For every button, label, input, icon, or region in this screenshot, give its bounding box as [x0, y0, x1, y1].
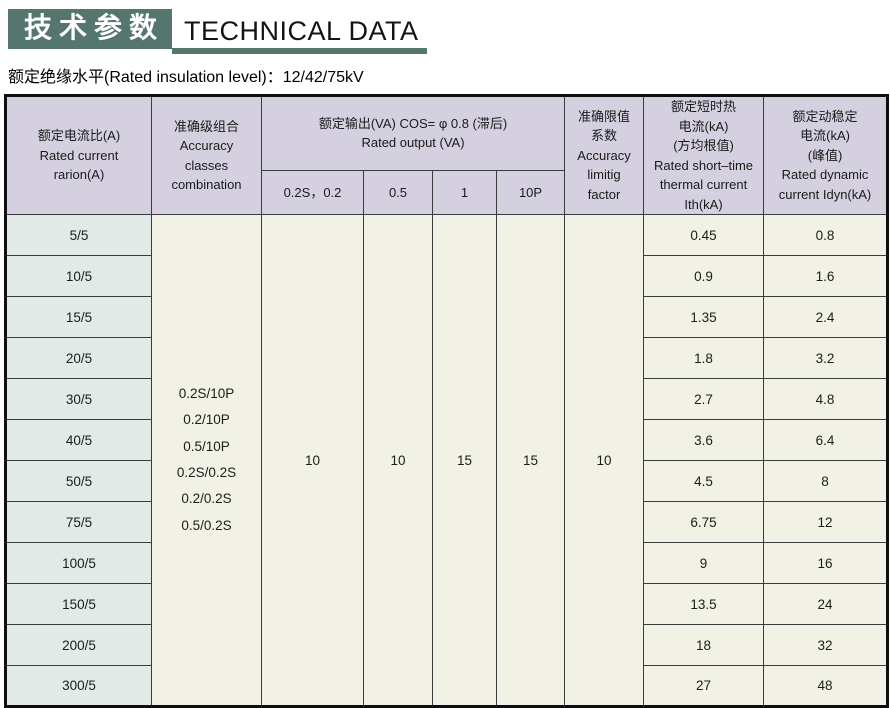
table-row: 5/5 0.2S/10P 0.2/10P 0.5/10P 0.2S/0.2S 0… [5, 214, 889, 707]
header-subcol-1: 1 [432, 169, 497, 215]
thermal-current-cell: 0.9 [643, 255, 765, 297]
dynamic-current-cell: 3.2 [763, 337, 889, 379]
header-row-1: 额定电流比(A) Rated current rarion(A) 准确级组合 A… [5, 95, 889, 215]
table-row: 100/5 9 16 [5, 542, 889, 584]
rated-current-ratio-cell: 300/5 [5, 665, 152, 707]
header-accuracy-classes: 准确级组合 Accuracy classes combination [151, 95, 262, 215]
page-title-en: TECHNICAL DATA [172, 16, 427, 54]
dynamic-current-cell: 48 [763, 665, 889, 707]
dynamic-current-cell: 16 [763, 542, 889, 584]
thermal-current-cell: 3.6 [643, 419, 765, 461]
rated-current-ratio-cell: 40/5 [5, 419, 152, 461]
table-row: 20/5 1.8 3.2 [5, 337, 889, 379]
technical-data-table: 额定电流比(A) Rated current rarion(A) 准确级组合 A… [4, 94, 890, 708]
header-subcol-10p: 10P [495, 169, 566, 215]
header-subcol-0-5: 0.5 [363, 169, 433, 215]
header-subcol-0-2s-0-2: 0.2S，0.2 [261, 169, 364, 215]
accuracy-combinations-cell: 0.2S/10P 0.2/10P 0.5/10P 0.2S/0.2S 0.2/0… [151, 214, 262, 707]
dynamic-current-cell: 1.6 [763, 255, 889, 297]
thermal-current-cell: 1.35 [643, 296, 765, 338]
accuracy-limit-value-cell: 10 [564, 214, 645, 707]
dynamic-current-cell: 12 [763, 501, 889, 543]
table-row: 300/5 27 48 [5, 665, 889, 707]
output-value-1: 15 [432, 214, 497, 707]
thermal-current-cell: 1.8 [643, 337, 765, 379]
rated-current-ratio-cell: 10/5 [5, 255, 152, 297]
table-row: 50/5 4.5 8 [5, 460, 889, 502]
rated-current-ratio-cell: 20/5 [5, 337, 152, 379]
rated-current-ratio-cell: 5/5 [5, 214, 152, 256]
output-value-10p: 15 [495, 214, 566, 707]
rated-current-ratio-cell: 30/5 [5, 378, 152, 420]
header-rated-current-ratio: 额定电流比(A) Rated current rarion(A) [5, 95, 152, 215]
thermal-current-cell: 27 [643, 665, 765, 707]
dynamic-current-cell: 4.8 [763, 378, 889, 420]
rated-current-ratio-cell: 200/5 [5, 624, 152, 666]
rated-current-ratio-cell: 100/5 [5, 542, 152, 584]
output-value-0-2s: 10 [261, 214, 364, 707]
dynamic-current-cell: 32 [763, 624, 889, 666]
header-accuracy-limit-factor: 准确限值 系数 Accuracy limitig factor [564, 95, 645, 215]
thermal-current-cell: 6.75 [643, 501, 765, 543]
output-value-0-5: 10 [363, 214, 433, 707]
rated-current-ratio-cell: 150/5 [5, 583, 152, 625]
table-row: 75/5 6.75 12 [5, 501, 889, 543]
page-header: 技术参数 TECHNICAL DATA [8, 9, 886, 54]
header-thermal-current: 额定短时热 电流(kA) (方均根值) Rated short–time the… [643, 95, 765, 215]
header-dynamic-current: 额定动稳定 电流(kA) (峰值) Rated dynamic current … [763, 95, 889, 215]
thermal-current-cell: 18 [643, 624, 765, 666]
header-row-2: 0.2S，0.2 0.5 1 10P [6, 169, 888, 215]
rated-current-ratio-cell: 50/5 [5, 460, 152, 502]
thermal-current-cell: 4.5 [643, 460, 765, 502]
table-row: 200/5 18 32 [5, 624, 889, 666]
table-row: 150/5 13.5 24 [5, 583, 889, 625]
header-rated-output: 额定输出(VA) COS= φ 0.8 (滞后) Rated output (V… [260, 95, 566, 171]
dynamic-current-cell: 24 [763, 583, 889, 625]
thermal-current-cell: 0.45 [643, 214, 765, 256]
page-title-zh: 技术参数 [8, 9, 173, 49]
rated-insulation-level: 额定绝缘水平(Rated insulation level)：12/42/75k… [8, 69, 364, 86]
table-row: 40/5 3.6 6.4 [5, 419, 889, 461]
dynamic-current-cell: 2.4 [763, 296, 889, 338]
dynamic-current-cell: 8 [763, 460, 889, 502]
thermal-current-cell: 9 [643, 542, 765, 584]
rated-current-ratio-cell: 15/5 [5, 296, 152, 338]
thermal-current-cell: 2.7 [643, 378, 765, 420]
table-row: 10/5 0.9 1.6 [5, 255, 889, 297]
dynamic-current-cell: 6.4 [763, 419, 889, 461]
rated-current-ratio-cell: 75/5 [5, 501, 152, 543]
dynamic-current-cell: 0.8 [763, 214, 889, 256]
thermal-current-cell: 13.5 [643, 583, 765, 625]
